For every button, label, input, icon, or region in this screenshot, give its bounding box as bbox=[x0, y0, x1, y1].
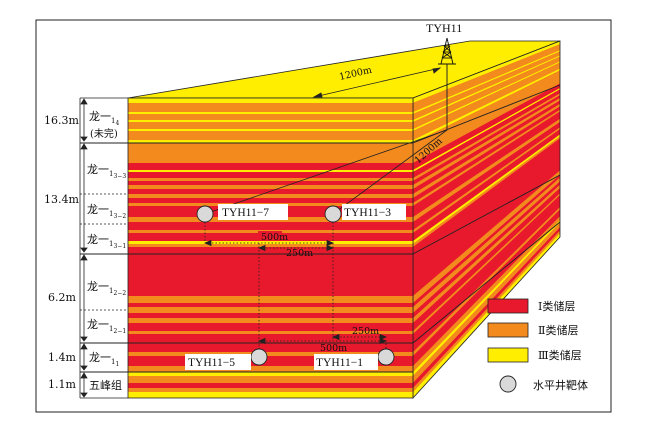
legend-swatch-class1 bbox=[487, 298, 529, 314]
layer-name: 龙一 bbox=[89, 110, 111, 123]
layer-subsub: 3−1 bbox=[113, 243, 126, 250]
layer-sub: 1 bbox=[109, 210, 113, 218]
layer-name: 龙一 bbox=[87, 163, 109, 176]
well-trajectories bbox=[204, 64, 448, 215]
thickness-label: 1.1m bbox=[48, 378, 76, 391]
svg-text:龙一14: 龙一14 bbox=[89, 110, 119, 127]
dimension-upper bbox=[203, 239, 335, 252]
thickness-arrows bbox=[80, 98, 88, 398]
layer-sub: 1 bbox=[111, 358, 115, 366]
layer-sub: 1 bbox=[109, 170, 113, 178]
layer-sub: 1 bbox=[109, 325, 113, 333]
figure-frame bbox=[35, 19, 612, 413]
layer-subsub: 3−2 bbox=[113, 213, 126, 220]
svg-text:龙一13−2: 龙一13−2 bbox=[87, 203, 126, 220]
svg-text:龙一12−1: 龙一12−1 bbox=[87, 318, 126, 335]
layer-name: 五峰组 bbox=[89, 378, 122, 392]
target-label: TYH11−1 bbox=[316, 357, 363, 369]
thickness-label: 6.2m bbox=[48, 291, 76, 304]
stratigraphy-column bbox=[79, 97, 128, 399]
dimension-lower bbox=[257, 333, 388, 345]
layer-name: 龙一 bbox=[87, 203, 109, 216]
legend: Ⅰ类储层 Ⅱ类储层 Ⅲ类储层 水平井靶体 bbox=[487, 298, 588, 393]
legend-label: Ⅱ类储层 bbox=[538, 323, 578, 337]
layer-subsub: 3−3 bbox=[113, 173, 126, 180]
layer-note: (未完) bbox=[90, 127, 118, 140]
layer-sub: 1 bbox=[109, 240, 113, 248]
zone-boundaries bbox=[80, 84, 561, 373]
target-projections bbox=[204, 222, 387, 349]
distance-label: 250m bbox=[352, 326, 379, 337]
legend-swatch-class3 bbox=[487, 347, 529, 363]
block-top-face bbox=[128, 41, 560, 98]
target-label: TYH11−3 bbox=[344, 207, 391, 219]
legend-label: 水平井靶体 bbox=[533, 378, 588, 392]
legend-label: Ⅲ类储层 bbox=[538, 348, 582, 362]
target-marker bbox=[196, 205, 214, 223]
distance-label: 500m bbox=[261, 232, 288, 243]
block-side-face bbox=[413, 41, 560, 398]
target-label: TYH11−7 bbox=[222, 207, 269, 219]
thickness-label: 13.4m bbox=[44, 193, 79, 206]
thickness-label: 16.3m bbox=[44, 114, 79, 127]
wellhead-label: TYH11 bbox=[426, 21, 462, 35]
svg-text:龙一12−2: 龙一12−2 bbox=[87, 280, 126, 297]
distance-label: 500m bbox=[320, 343, 347, 354]
legend-label: Ⅰ类储层 bbox=[538, 299, 575, 313]
layer-subsub: 2−2 bbox=[113, 290, 126, 297]
layer-subsub: 4 bbox=[115, 120, 119, 127]
target-marker bbox=[324, 205, 342, 223]
derrick-icon bbox=[438, 37, 456, 65]
layer-subsub: 2−1 bbox=[113, 328, 126, 335]
svg-text:龙一13−1: 龙一13−1 bbox=[87, 233, 126, 250]
dimension-top bbox=[312, 67, 442, 98]
layer-sub: 1 bbox=[111, 117, 115, 125]
layer-name: 龙一 bbox=[89, 351, 111, 364]
layer-name: 龙一 bbox=[87, 280, 109, 293]
layer-name: 龙一 bbox=[87, 233, 109, 246]
layer-sub: 1 bbox=[109, 287, 113, 295]
layer-name: 龙一 bbox=[87, 318, 109, 331]
svg-text:龙一11: 龙一11 bbox=[89, 351, 119, 368]
legend-swatch-target bbox=[499, 375, 517, 393]
layer-subsub: 1 bbox=[115, 361, 119, 368]
target-marker bbox=[377, 348, 395, 366]
svg-text:龙一13−3: 龙一13−3 bbox=[87, 163, 126, 180]
thickness-label: 1.4m bbox=[48, 351, 76, 364]
horizontal-well-targets: TYH11−7 TYH11−3 TYH11−5 TYH11−1 bbox=[185, 204, 406, 370]
layer-labels: 龙一14 (未完) 龙一13−3 龙一13−2 龙一13−1 龙一12−2 龙一… bbox=[87, 110, 126, 392]
target-marker bbox=[250, 348, 268, 366]
target-label: TYH11−5 bbox=[188, 357, 235, 369]
legend-swatch-class2 bbox=[487, 322, 529, 338]
distance-label: 250m bbox=[286, 248, 313, 259]
